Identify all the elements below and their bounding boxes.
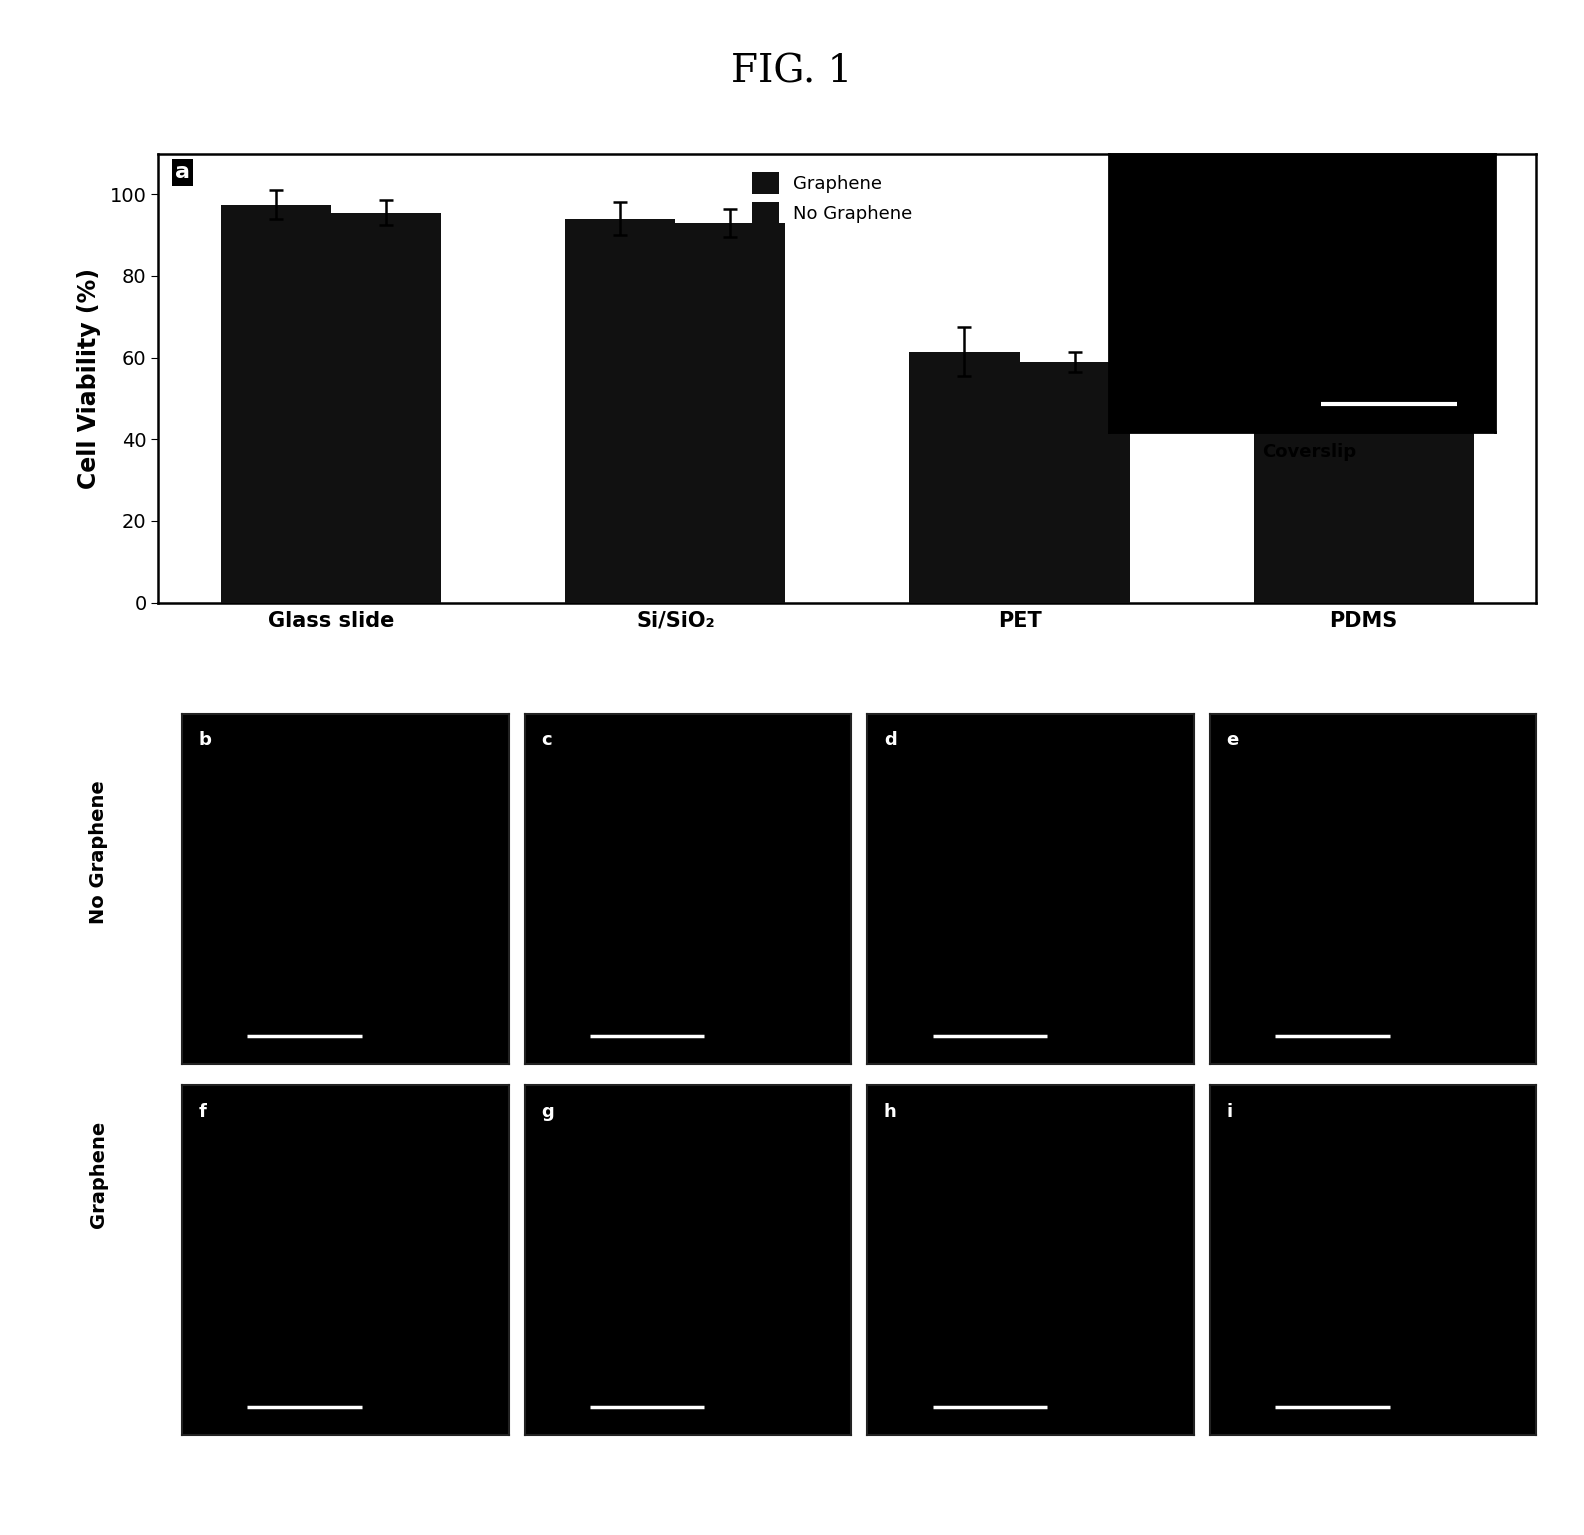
Text: i: i [1226, 1102, 1232, 1121]
Text: e: e [1226, 731, 1239, 749]
Text: Coverslip: Coverslip [1262, 444, 1356, 460]
Bar [1020, 362, 1129, 603]
Bar [909, 352, 1020, 603]
Text: g: g [542, 1102, 554, 1121]
Text: h: h [884, 1102, 897, 1121]
Text: f: f [198, 1102, 206, 1121]
Bar [331, 213, 442, 603]
Bar [565, 220, 675, 603]
Bar [675, 223, 786, 603]
Text: d: d [884, 731, 897, 749]
Bar [1253, 394, 1364, 603]
Text: No Graphene: No Graphene [89, 780, 108, 924]
Text: a: a [174, 163, 190, 183]
Bar [1364, 402, 1473, 603]
Text: Graphene: Graphene [89, 1121, 108, 1228]
Text: b: b [198, 731, 211, 749]
Text: c: c [542, 731, 551, 749]
Y-axis label: Cell Viability (%): Cell Viability (%) [78, 267, 101, 488]
Bar [222, 204, 331, 603]
Text: FIG. 1: FIG. 1 [732, 54, 852, 91]
Legend: Graphene, No Graphene: Graphene, No Graphene [746, 167, 917, 229]
